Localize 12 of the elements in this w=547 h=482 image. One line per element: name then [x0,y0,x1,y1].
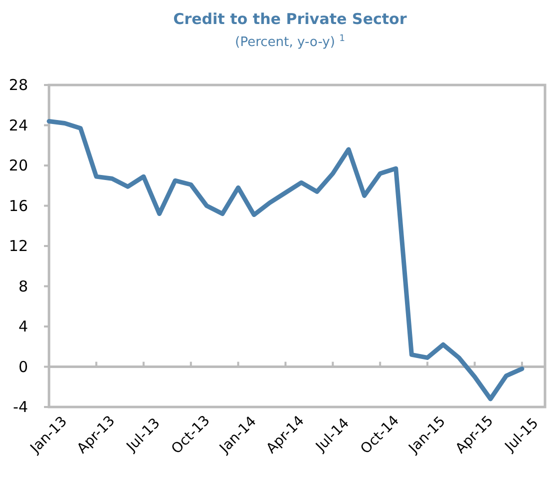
y-tick-label: 4 [18,318,28,336]
line-series [46,118,524,402]
y-tick-label: 12 [8,237,28,255]
y-tick-label: 28 [8,76,28,94]
y-tick-label: -4 [13,398,28,416]
chart-title: Credit to the Private Sector [173,10,408,28]
y-tick-label: 20 [8,156,28,174]
y-tick-label: 0 [18,358,28,376]
y-tick-label: 8 [18,277,28,296]
y-tick-label: 24 [8,116,28,134]
chart-subtitle: (Percent, y-o-y) $^{1}$ [235,34,345,50]
y-tick-label: 16 [8,196,28,215]
